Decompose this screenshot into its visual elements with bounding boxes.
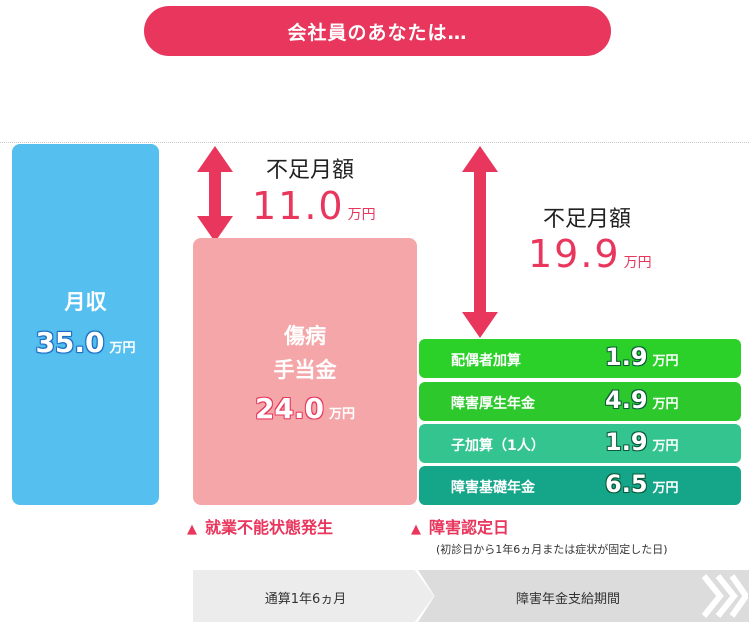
pension-row-value: 4.9 — [605, 386, 648, 414]
pension-row-value: 1.9 — [605, 428, 648, 456]
pension-row-disability-employees-pension: 障害厚生年金 4.9 万円 — [419, 382, 741, 421]
pension-row-value: 1.9 — [605, 343, 648, 371]
shortage-2-value-group: 19.9 万円 — [528, 232, 652, 276]
pension-row-value-group: 1.9 万円 — [605, 343, 679, 371]
triangle-up-icon: ▲ — [411, 522, 421, 537]
disability-date-note: (初診日から1年6ヵ月または症状が固定した日) — [436, 543, 668, 556]
pension-row-name: 障害厚生年金 — [451, 396, 535, 412]
pension-row-name: 障害基礎年金 — [451, 480, 535, 496]
shortage-1-unit: 万円 — [347, 207, 376, 223]
pension-row-child-addition: 子加算（1人） 1.9 万円 — [419, 424, 741, 463]
shortage-1-value-group: 11.0 万円 — [252, 184, 376, 228]
pension-row-spouse-addition: 配偶者加算 1.9 万円 — [419, 339, 741, 378]
shortage-2-label: 不足月額 — [543, 207, 632, 232]
salary-value: 35.0 — [35, 326, 105, 359]
timeline-period-2 — [418, 570, 749, 622]
disability-date-marker: ▲ 障害認定日 — [411, 514, 509, 538]
timeline-period-2-label: 障害年金支給期間 — [515, 592, 620, 607]
shortage-1-label: 不足月額 — [266, 158, 355, 183]
shortage-2-double-arrow-icon — [462, 146, 498, 338]
salary-label: 月収 — [64, 290, 107, 314]
incapacity-marker: ▲ 就業不能状態発生 — [187, 514, 333, 538]
pension-row-value: 6.5 — [605, 470, 648, 498]
disability-date-label: 障害認定日 — [429, 518, 510, 537]
sickness-value-group: 24.0 万円 — [193, 392, 417, 425]
chevron-right-icon — [701, 574, 748, 618]
salary-value-group: 35.0 万円 — [12, 326, 159, 359]
pension-row-unit: 万円 — [652, 481, 679, 496]
sickness-unit: 万円 — [329, 407, 356, 422]
pension-row-name: 配偶者加算 — [451, 353, 521, 369]
pension-row-unit: 万円 — [652, 439, 679, 454]
pension-row-value-group: 4.9 万円 — [605, 386, 679, 414]
header-title: 会社員のあなたは… — [287, 21, 468, 44]
salary-unit: 万円 — [109, 341, 136, 356]
pension-row-unit: 万円 — [652, 397, 679, 412]
sickness-value: 24.0 — [254, 392, 325, 425]
pension-row-value-group: 6.5 万円 — [605, 470, 679, 498]
sickness-label-line2: 手当金 — [273, 358, 337, 382]
sickness-allowance-box: 傷病 手当金 24.0 万円 — [193, 238, 417, 505]
pension-row-unit: 万円 — [652, 354, 679, 369]
sickness-label-line1: 傷病 — [284, 324, 326, 348]
shortage-1-value: 11.0 — [252, 184, 345, 228]
triangle-up-icon: ▲ — [187, 522, 197, 537]
pension-row-disability-basic-pension: 障害基礎年金 6.5 万円 — [419, 466, 741, 505]
shortage-2-unit: 万円 — [623, 255, 652, 271]
pension-row-name: 子加算（1人） — [451, 438, 545, 454]
incapacity-marker-label: 就業不能状態発生 — [205, 518, 334, 537]
header-banner: 会社員のあなたは… — [144, 6, 611, 56]
shortage-1-double-arrow-icon — [197, 146, 233, 242]
shortage-2-value: 19.9 — [528, 232, 621, 276]
timeline-period-1-label: 通算1年6ヵ月 — [264, 592, 347, 607]
salary-bar: 月収 35.0 万円 — [12, 144, 159, 505]
timeline-period-1 — [193, 570, 434, 622]
baseline-divider — [0, 142, 749, 143]
pension-row-value-group: 1.9 万円 — [605, 428, 679, 456]
